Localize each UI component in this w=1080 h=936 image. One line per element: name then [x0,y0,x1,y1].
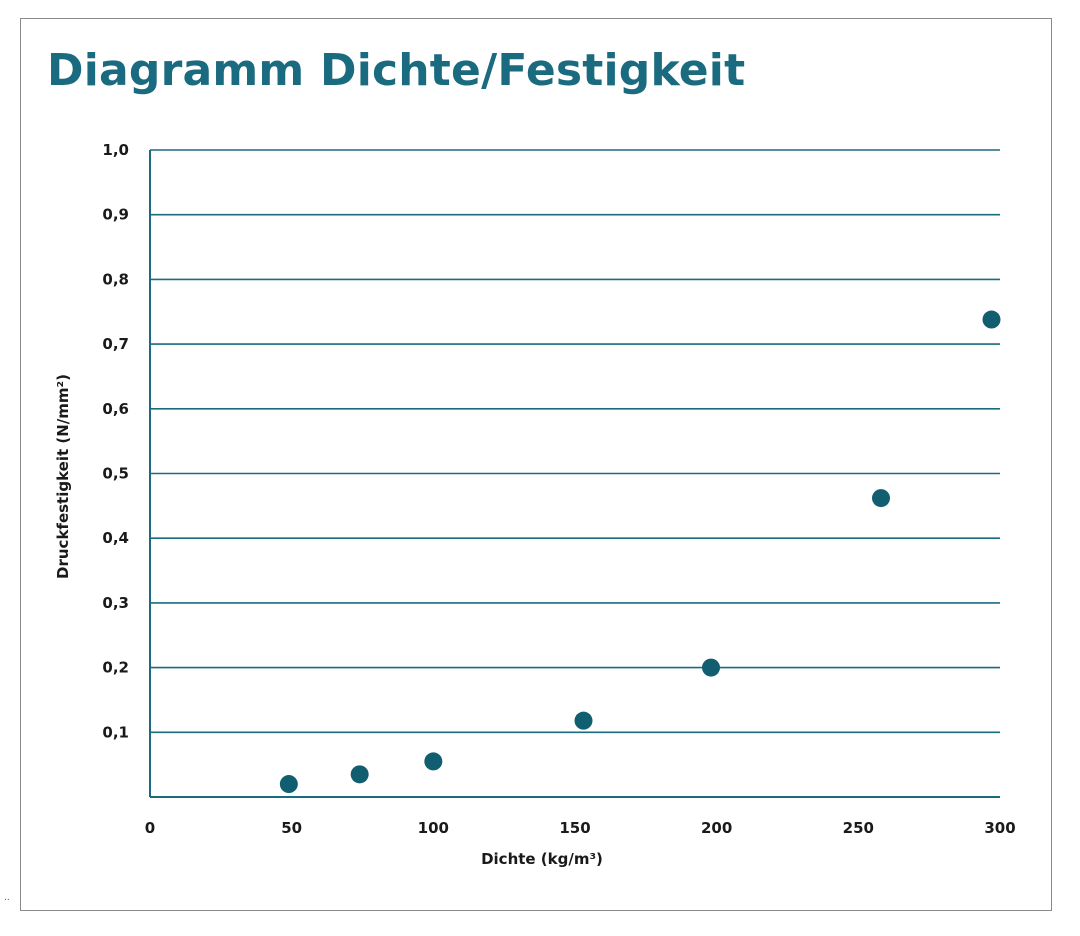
y-tick-label: 0,4 [102,529,129,547]
x-tick-label: 150 [559,819,590,837]
chart-frame [20,18,1052,911]
y-tick-label: 0,3 [102,594,129,612]
y-tick-label: 0,6 [102,400,129,418]
y-tick-label: 0,7 [102,335,129,353]
y-tick-labels: 0,1 0,2 0,3 0,4 0,5 0,6 0,7 0,8 0,9 1,0 [102,141,129,741]
data-point [350,765,369,784]
y-tick-label: 0,5 [102,465,129,483]
y-axis-title: Druckfestigkeit (N/mm²) [54,374,72,579]
x-tick-label: 300 [984,819,1015,837]
grid-lines [150,149,1000,734]
data-points [279,310,1001,794]
data-point [982,310,1001,329]
axes [149,150,1000,798]
x-tick-label: 250 [843,819,874,837]
x-tick-label: 0 [145,819,155,837]
x-tick-label: 100 [418,819,449,837]
y-tick-label: 0,9 [102,206,129,224]
data-point [424,752,443,771]
data-point [872,489,890,508]
chart-title: Diagramm Dichte/Festigkeit [47,45,746,96]
x-axis-title: Dichte (kg/m³) [481,850,603,868]
y-tick-label: 1,0 [102,141,129,159]
data-point [279,775,298,794]
data-point [702,658,720,677]
x-tick-label: 50 [281,819,302,837]
x-tick-labels: 0 50 100 150 200 250 300 [145,819,1016,837]
data-point [574,711,593,730]
y-tick-label: 0,1 [102,723,129,741]
stray-mark: .. [4,893,10,903]
x-tick-label: 200 [701,819,732,837]
y-tick-label: 0,8 [102,270,129,288]
y-tick-label: 0,2 [102,659,129,677]
